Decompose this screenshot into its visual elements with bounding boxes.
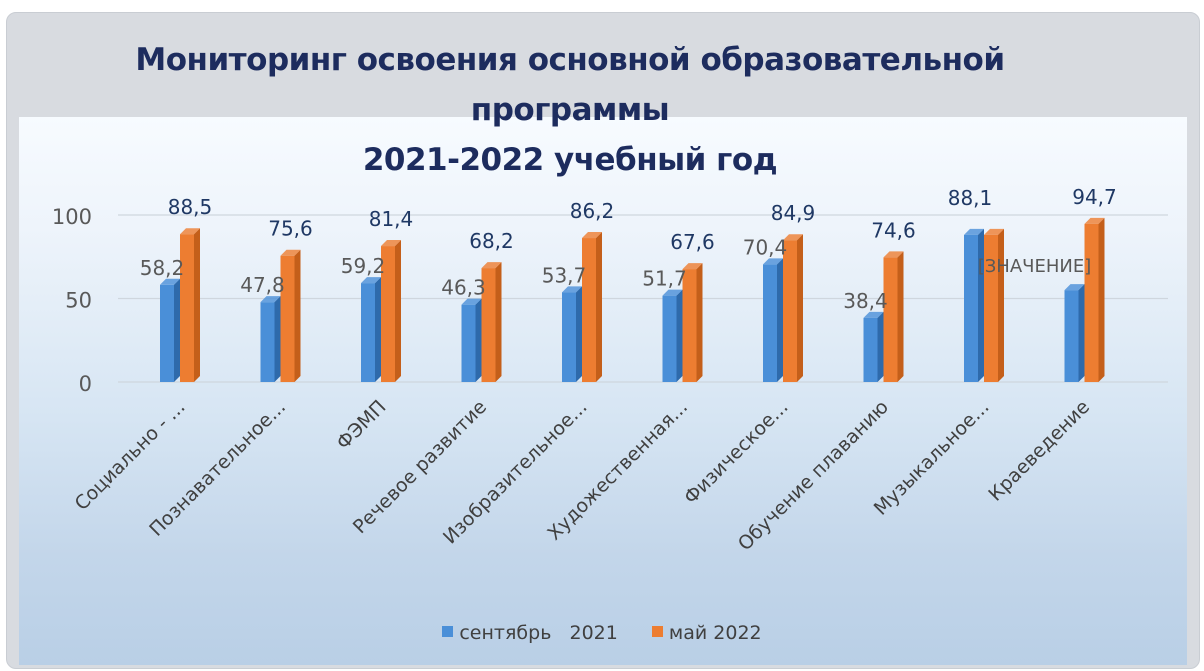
bar-september	[160, 284, 174, 382]
bar-september	[361, 283, 375, 382]
bar-may-top	[180, 228, 200, 235]
data-label-september: [ЗНАЧЕНИЕ]	[978, 256, 1092, 277]
bar-september	[461, 304, 476, 382]
data-label-may: 67,6	[670, 230, 715, 254]
data-label-september: 58,2	[140, 256, 185, 280]
bar-september-top	[562, 286, 582, 293]
legend-item-may: май 2022	[651, 622, 762, 644]
bar-may	[883, 257, 898, 382]
data-label-september: 38,4	[843, 289, 888, 313]
bar-may-top	[984, 228, 1004, 235]
bar-may	[783, 240, 797, 382]
bar-september	[964, 234, 978, 382]
bar-september-top	[461, 298, 482, 305]
bar-september-top	[964, 228, 984, 235]
bar-september-side	[375, 277, 381, 382]
bar-may-top	[1084, 217, 1105, 224]
data-label-september: 59,2	[341, 254, 386, 278]
bar-may-side	[797, 234, 803, 382]
bar-may	[180, 234, 194, 382]
bar-may-top	[280, 249, 301, 256]
bar-may-side	[1098, 217, 1105, 382]
bar-may	[1084, 223, 1099, 382]
data-label-may: 88,5	[168, 195, 213, 219]
bar-september	[260, 302, 275, 382]
bar-may-top	[381, 240, 401, 247]
data-label-may: 94,7	[1072, 185, 1117, 209]
bar-may-top	[481, 262, 502, 269]
y-tick-label: 100	[52, 205, 92, 229]
data-label-may: 75,6	[268, 217, 313, 241]
legend-label-september: сентябрь 2021	[459, 622, 618, 644]
bar-may	[481, 268, 496, 382]
data-label-may: 84,9	[771, 201, 816, 225]
bar-may-side	[194, 228, 200, 382]
bar-may-side	[294, 249, 301, 382]
bar-september-top	[763, 258, 783, 265]
bar-may-side	[395, 240, 401, 382]
bar-may-side	[998, 228, 1004, 382]
bar-may-top	[582, 232, 602, 239]
bar-may-top	[883, 251, 904, 258]
data-label-may: 81,4	[369, 207, 414, 231]
plot-panel	[19, 117, 1187, 665]
bar-september-top	[361, 277, 381, 284]
bar-may	[582, 238, 596, 382]
bar-september-side	[978, 228, 984, 382]
category-label: Физическое...	[680, 396, 793, 509]
data-label-september: 47,8	[240, 273, 285, 297]
data-label-may: 68,2	[469, 229, 514, 253]
bar-september-side	[1078, 284, 1085, 382]
chart-title-line-2: программы	[470, 92, 670, 128]
data-label-september: 53,7	[542, 263, 587, 287]
category-label: Краеведение	[984, 396, 1094, 506]
bar-september	[763, 264, 777, 382]
data-label-may: 86,2	[570, 199, 615, 223]
chart-legend: сентябрь 2021 май 2022	[0, 622, 1204, 644]
bar-may	[984, 234, 998, 382]
bar-may	[280, 255, 295, 382]
bar-september-side	[877, 311, 884, 382]
bar-september-side	[777, 258, 783, 382]
bar-september-top	[1064, 284, 1085, 291]
data-label-september: 70,4	[743, 235, 788, 259]
bar-september	[863, 317, 878, 382]
bar-september-side	[274, 296, 281, 382]
legend-swatch-september	[442, 626, 454, 637]
bar-september-top	[863, 311, 884, 318]
y-tick-label: 50	[65, 289, 92, 313]
bar-september-side	[475, 298, 482, 382]
bar-may-top	[682, 263, 703, 270]
chart-title-line-3: 2021-2022 учебный год	[362, 142, 778, 178]
category-label: Социально - ...	[71, 396, 190, 515]
data-label-september: 46,3	[441, 276, 486, 300]
bar-september	[562, 292, 576, 382]
bar-september-top	[160, 278, 180, 285]
bar-may-side	[596, 232, 602, 382]
bar-september-side	[174, 278, 180, 382]
bar-may-side	[495, 262, 502, 382]
category-label: ФЭМП	[332, 396, 390, 454]
bar-may	[682, 269, 697, 382]
y-tick-label: 0	[79, 372, 92, 396]
bar-may-side	[696, 263, 703, 382]
legend-swatch-may	[651, 626, 663, 637]
bar-september-side	[676, 289, 683, 382]
bar-september	[662, 295, 677, 382]
data-label-september: 88,1	[948, 186, 993, 210]
chart-title-line-1: Мониторинг освоения основной образовател…	[135, 42, 1005, 78]
bar-september	[1064, 290, 1079, 382]
legend-item-september: сентябрь 2021	[442, 622, 618, 644]
data-label-may: 74,6	[871, 218, 916, 242]
legend-label-may: май 2022	[668, 622, 762, 644]
data-label-september: 51,7	[642, 267, 687, 291]
bar-september-top	[260, 296, 281, 303]
bar-september-top	[662, 289, 683, 296]
bar-september-side	[576, 286, 582, 382]
bar-may-side	[897, 251, 904, 382]
bar-may	[381, 246, 395, 382]
bar-may-top	[783, 234, 803, 241]
